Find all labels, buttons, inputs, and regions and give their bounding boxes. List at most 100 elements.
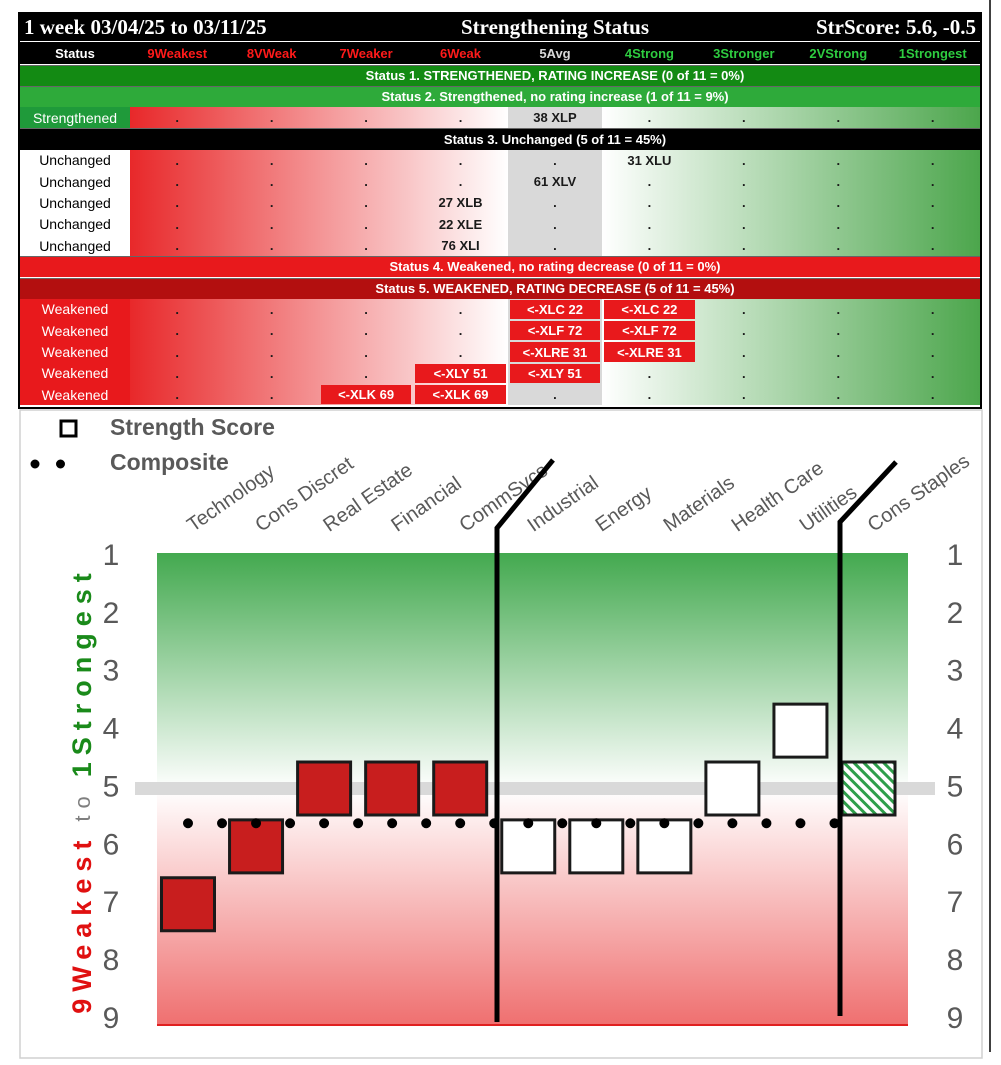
y2-tick-label: 7: [947, 886, 964, 919]
header-bar: [20, 14, 980, 41]
cell: [224, 171, 320, 193]
y-axis-title: 9Weakest to 1Strongest: [67, 566, 97, 1013]
y-tick-label: 3: [103, 655, 120, 688]
cell-text: .: [742, 387, 746, 403]
cell-text: .: [364, 152, 368, 168]
highlight-cell: <-XLRE 31: [509, 342, 601, 362]
cell-text: .: [269, 323, 274, 339]
cell: [602, 149, 698, 171]
cell-text: .: [742, 195, 746, 211]
cell-text: .: [458, 110, 463, 126]
cell-text: .: [930, 110, 935, 126]
cell: [885, 149, 981, 171]
cell-text: 31 XLU: [627, 152, 672, 168]
cell: [318, 213, 414, 235]
cell: [696, 384, 792, 406]
cell-text: .: [647, 387, 652, 403]
cell: [507, 171, 603, 193]
status-band-label: Status 1. STRENGTHENED, RATING INCREASE …: [365, 67, 745, 83]
cell-text: .: [175, 365, 180, 381]
header-score: StrScore: 5.6, -0.5: [816, 15, 976, 39]
cell: [507, 107, 603, 129]
highlight-cell: <-XLK 69: [320, 385, 412, 405]
cell-text: .: [458, 301, 463, 317]
cell: [318, 320, 414, 342]
cell-text: .: [364, 195, 368, 211]
cell: [791, 341, 887, 363]
cell-text: .: [742, 344, 746, 360]
score-marker: [432, 760, 489, 817]
column-header: 5Avg: [539, 45, 571, 61]
cell-text: .: [364, 174, 368, 190]
legend-label: Composite: [110, 449, 229, 475]
cell: [130, 149, 225, 171]
cell: [130, 107, 225, 129]
cell-text: .: [269, 110, 274, 126]
cell-text: .: [647, 195, 652, 211]
cell-text: .: [647, 216, 652, 232]
cell-text: 76 XLI: [441, 238, 480, 254]
cell-text: .: [742, 216, 746, 232]
cell: [791, 192, 887, 214]
cell: [885, 213, 981, 235]
cell-text: .: [836, 110, 841, 126]
cell: [318, 107, 414, 129]
cell-text: .: [175, 195, 180, 211]
cell: [224, 298, 320, 321]
cell-text: .: [458, 174, 463, 190]
cell: [224, 320, 320, 342]
cell: [885, 107, 981, 129]
cell: [507, 213, 603, 235]
cell-text: .: [364, 344, 368, 360]
cell: [696, 298, 792, 321]
cell: [791, 107, 887, 129]
cell: [224, 213, 320, 235]
legend-label: Strength Score: [110, 414, 275, 440]
y-tick-label: 2: [103, 597, 120, 630]
cell: [413, 341, 509, 363]
cell-text: .: [175, 110, 180, 126]
cell-text: .: [930, 195, 935, 211]
cell: [602, 362, 698, 384]
cell: [318, 341, 414, 363]
highlight-cell: <-XLC 22: [509, 299, 601, 320]
cell: [696, 171, 792, 193]
row-status: Unchanged: [20, 171, 130, 193]
cell-text: .: [836, 152, 841, 168]
column-header: 3Stronger: [713, 45, 775, 61]
score-marker: [160, 876, 216, 933]
cell-text: .: [175, 238, 180, 254]
score-marker: [296, 760, 353, 817]
cell-text: .: [930, 323, 935, 339]
cell-text: .: [175, 323, 180, 339]
score-marker: [704, 760, 761, 817]
status-band-label: Status 3. Unchanged (5 of 11 = 45%): [443, 131, 667, 147]
legend-square: [59, 419, 78, 438]
cell-text: .: [364, 238, 368, 254]
cell-text: .: [836, 174, 841, 190]
status-band: [20, 128, 980, 150]
cell: [507, 149, 603, 171]
cell-text: .: [269, 195, 274, 211]
cell-text: .: [930, 387, 935, 403]
cell-text: .: [930, 365, 935, 381]
status-band: [20, 277, 980, 299]
y-tick-label: 9: [103, 1002, 120, 1035]
cell-text: .: [364, 365, 368, 381]
cell-text: .: [930, 238, 935, 254]
cell: [318, 192, 414, 214]
cell-text: 38 XLP: [533, 110, 577, 126]
cell: [224, 149, 320, 171]
cell-text: .: [647, 238, 652, 254]
cell-text: .: [553, 238, 557, 254]
cell-text: .: [269, 238, 274, 254]
cell-text: 22 XLE: [438, 216, 483, 232]
cell-text: .: [742, 238, 746, 254]
cell: [791, 384, 887, 406]
cell-text: .: [836, 301, 841, 317]
score-marker: [364, 760, 421, 817]
cell: [413, 298, 509, 321]
cell-text: .: [175, 387, 180, 403]
cell-text: .: [836, 344, 841, 360]
